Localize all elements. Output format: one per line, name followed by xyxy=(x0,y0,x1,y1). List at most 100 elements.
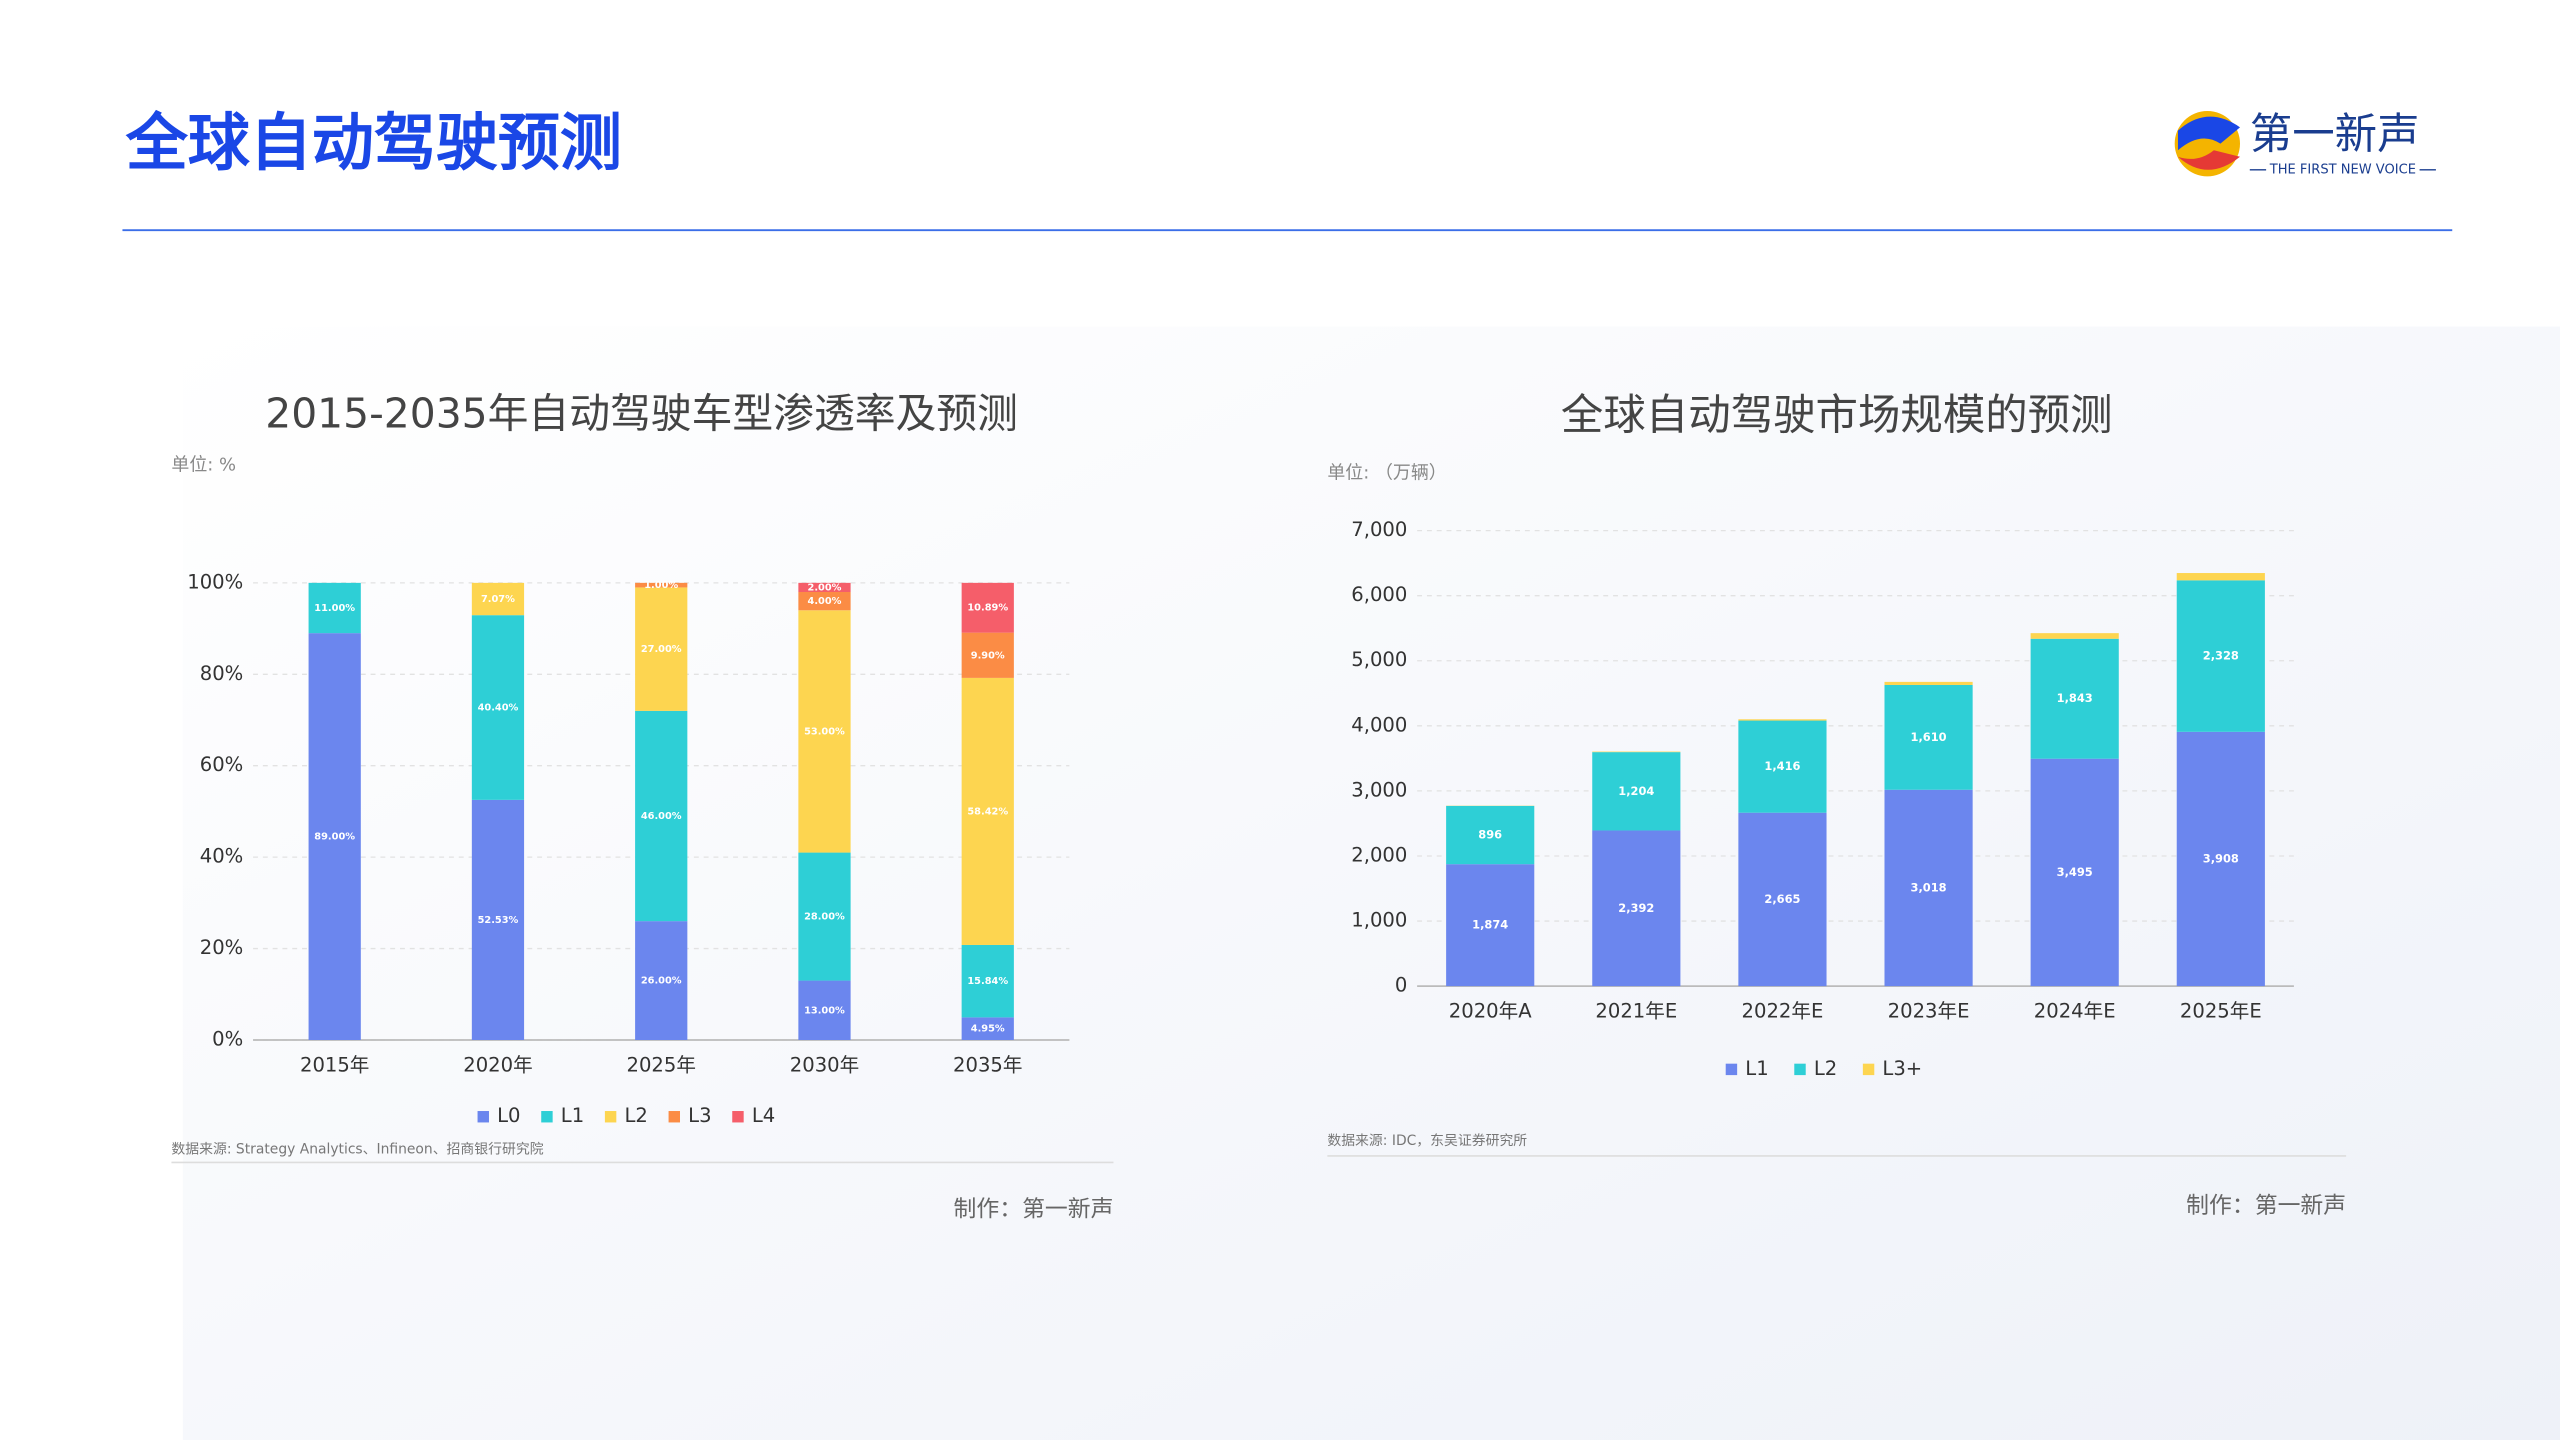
bar-segment xyxy=(798,610,851,853)
bar-segment xyxy=(1592,752,1681,831)
y-tick-label: 3,000 xyxy=(1351,778,1407,801)
data-label: 3,495 xyxy=(2057,865,2093,879)
bar-segment xyxy=(308,633,361,1040)
data-label: 2,328 xyxy=(2203,649,2239,663)
chart-title: 2015-2035年自动驾驶车型渗透率及预测 xyxy=(265,389,1018,437)
data-label: 2.00% xyxy=(808,582,842,593)
y-tick-label: 1,000 xyxy=(1351,909,1407,932)
data-label: 1.00% xyxy=(644,580,678,591)
bar-segment xyxy=(798,592,851,611)
bar-segment xyxy=(798,582,851,592)
background xyxy=(182,326,2560,1440)
bar-segment xyxy=(798,980,851,1040)
y-tick-label: 2,000 xyxy=(1351,843,1407,866)
x-tick-label: 2020年A xyxy=(1449,1000,1532,1023)
data-label: 40.40% xyxy=(478,703,519,714)
bar-segment xyxy=(2176,580,2265,732)
legend-swatch xyxy=(1794,1063,1806,1076)
bar-segment xyxy=(635,587,688,711)
y-tick-label: 0% xyxy=(212,1027,243,1050)
bar-segment xyxy=(2030,633,2119,639)
data-label: 4.00% xyxy=(808,596,842,607)
logo-tagline: THE FIRST NEW VOICE xyxy=(2269,162,2416,177)
x-tick-label: 2020年 xyxy=(463,1054,532,1077)
y-tick-label: 20% xyxy=(200,936,244,959)
page-title: 全球自动驾驶预测 xyxy=(125,106,622,179)
bar-segment xyxy=(1592,751,1681,753)
data-label: 27.00% xyxy=(641,644,682,655)
bar-segment xyxy=(2176,573,2265,581)
x-tick-label: 2024年E xyxy=(2034,1000,2116,1023)
data-label: 4.95% xyxy=(971,1024,1005,1035)
x-tick-label: 2015年 xyxy=(300,1054,369,1077)
y-tick-label: 100% xyxy=(187,570,243,593)
bar-segment xyxy=(471,615,525,800)
legend-swatch xyxy=(732,1111,744,1123)
legend-label: L1 xyxy=(1745,1057,1768,1080)
credit: 制作：第一新声 xyxy=(954,1196,1114,1222)
x-tick-label: 2022年E xyxy=(1742,1000,1824,1023)
data-label: 10.89% xyxy=(967,603,1008,614)
bar-segment xyxy=(961,582,1014,633)
bar-segment xyxy=(471,799,525,1040)
data-label: 9.90% xyxy=(971,650,1005,661)
unit-label: 单位: % xyxy=(171,454,236,475)
data-label: 28.00% xyxy=(804,912,845,923)
legend-label: L1 xyxy=(561,1104,584,1127)
y-tick-label: 5,000 xyxy=(1351,648,1407,671)
data-label: 46.00% xyxy=(641,811,682,822)
credit: 制作：第一新声 xyxy=(2186,1193,2346,1219)
chart-title: 全球自动驾驶市场规模的预测 xyxy=(1561,391,2113,440)
legend-label: L4 xyxy=(752,1104,775,1127)
bar-segment xyxy=(471,582,525,616)
bar-segment xyxy=(2176,731,2265,987)
legend-swatch xyxy=(1862,1063,1875,1076)
y-tick-label: 4,000 xyxy=(1351,713,1407,736)
bar-segment xyxy=(961,632,1014,678)
data-label: 2,392 xyxy=(1618,901,1654,915)
data-label: 26.00% xyxy=(641,976,682,987)
bar-segment xyxy=(1592,830,1681,987)
legend-label: L3+ xyxy=(1882,1057,1922,1080)
data-label: 13.00% xyxy=(804,1005,845,1016)
legend-swatch xyxy=(604,1111,617,1123)
bar-segment xyxy=(1446,864,1535,987)
x-tick-label: 2025年 xyxy=(627,1054,696,1077)
bar-segment xyxy=(961,1017,1014,1040)
y-tick-label: 60% xyxy=(200,753,244,776)
legend-swatch xyxy=(668,1111,680,1123)
legend-label: L2 xyxy=(1814,1057,1837,1080)
bar-segment xyxy=(1738,719,1827,721)
data-label: 52.53% xyxy=(478,915,519,926)
bar-segment xyxy=(798,852,851,981)
data-label: 1,416 xyxy=(1764,759,1800,773)
y-tick-label: 80% xyxy=(200,662,244,685)
bar-segment xyxy=(635,921,688,1040)
legend-label: L2 xyxy=(624,1104,647,1127)
legend-swatch xyxy=(477,1111,489,1123)
data-label: 1,874 xyxy=(1472,918,1508,932)
logo-name: 第一新声 xyxy=(2250,111,2420,160)
logo-icon-part xyxy=(2177,116,2240,151)
x-tick-label: 2021年E xyxy=(1595,1000,1677,1023)
x-tick-label: 2023年E xyxy=(1888,1000,1970,1023)
logo: 第一新声 THE FIRST NEW VOICE xyxy=(2174,111,2436,177)
data-label: 3,018 xyxy=(1911,880,1947,894)
data-label: 53.00% xyxy=(804,726,845,737)
data-label: 15.84% xyxy=(967,976,1008,987)
data-label: 896 xyxy=(1478,828,1502,842)
bar-segment xyxy=(961,677,1014,945)
bar-segment xyxy=(2030,638,2119,759)
y-tick-label: 0 xyxy=(1395,974,1407,997)
x-tick-label: 2025年E xyxy=(2180,1000,2262,1023)
bar-segment xyxy=(961,944,1014,1018)
bar-segment xyxy=(1738,720,1827,813)
y-tick-label: 7,000 xyxy=(1351,518,1407,541)
y-tick-label: 40% xyxy=(200,845,244,868)
bar-segment xyxy=(1446,805,1535,865)
bar-segment xyxy=(635,582,688,588)
logo-icon-part xyxy=(2177,150,2240,170)
data-label: 11.00% xyxy=(314,603,355,614)
